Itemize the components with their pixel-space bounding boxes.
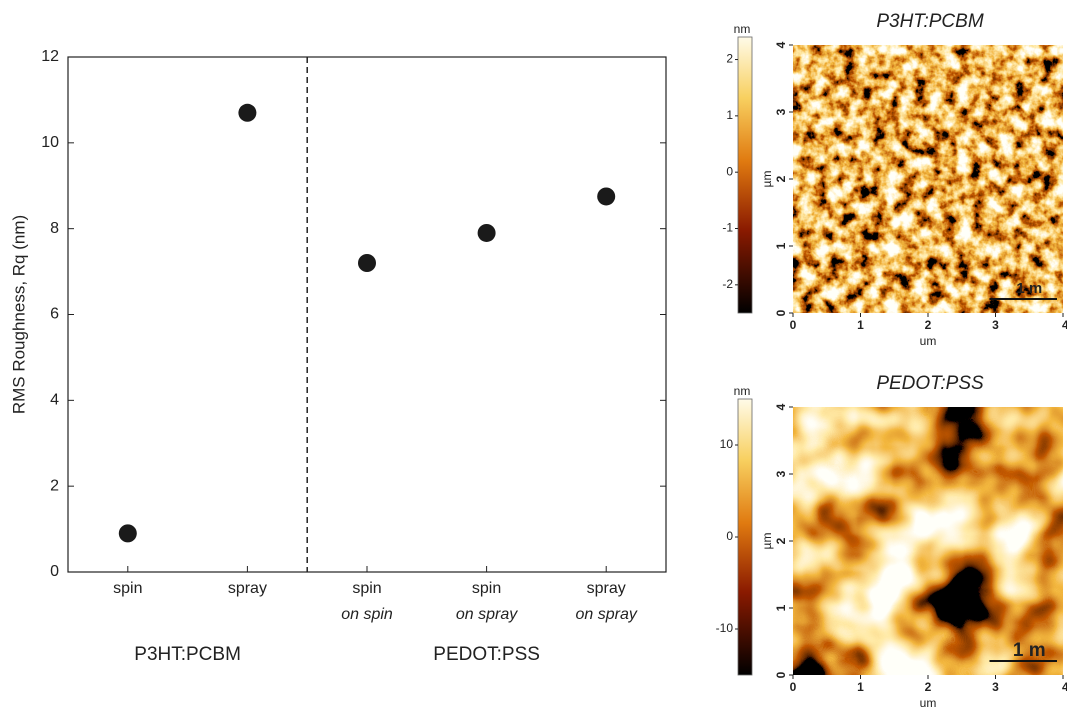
x-tick-label: spin <box>352 580 381 597</box>
colorbar-tick-label: 0 <box>726 164 733 178</box>
group-label: PEDOT:PSS <box>433 644 540 665</box>
y-tick-label: 1 <box>774 604 788 611</box>
group-label: P3HT:PCBM <box>134 644 241 665</box>
x-tick-label: 4 <box>1062 318 1067 332</box>
y-axis-label: µm <box>760 171 774 188</box>
x-tick-label: spray <box>228 580 267 597</box>
colorbar-label: nm <box>734 22 751 36</box>
scale-bar-label: 1 m <box>1013 640 1046 661</box>
y-tick-label: 2 <box>774 175 788 182</box>
x-tick-label: 0 <box>790 680 797 694</box>
y-tick-label: 3 <box>774 470 788 477</box>
x-tick-label: 1 <box>857 680 864 694</box>
data-point <box>358 254 376 272</box>
plot-frame <box>67 56 667 573</box>
x-tick-note: on spray <box>576 606 638 623</box>
y-tick-label: 10 <box>41 134 59 151</box>
x-axis-label: um <box>920 696 937 710</box>
scale-bar-label: 1 m <box>1016 280 1042 297</box>
y-tick-label: 4 <box>50 392 59 409</box>
image-title: PEDOT:PSS <box>876 373 984 394</box>
afm-image <box>793 45 1063 313</box>
y-axis-label: µm <box>760 533 774 550</box>
colorbar-tick-label: 2 <box>726 52 733 66</box>
colorbar-tick-label: -10 <box>716 621 734 635</box>
y-tick-label: 2 <box>50 477 59 494</box>
x-tick-label: spray <box>587 580 626 597</box>
y-tick-label: 2 <box>774 537 788 544</box>
x-tick-label: 3 <box>992 318 999 332</box>
image-title: P3HT:PCBM <box>876 11 984 32</box>
x-tick-note: on spray <box>456 606 518 623</box>
y-tick-label: 12 <box>41 48 59 65</box>
x-tick-label: spin <box>472 580 501 597</box>
colorbar-label: nm <box>734 384 751 398</box>
y-tick-label: 1 <box>774 242 788 249</box>
data-point <box>118 524 137 543</box>
x-tick-label: spin <box>113 580 142 597</box>
colorbar <box>737 398 753 676</box>
y-tick-label: 0 <box>50 563 59 580</box>
y-axis-label: RMS Roughness, Rq (nm) <box>9 215 28 414</box>
x-tick-label: 0 <box>790 318 797 332</box>
data-point <box>477 223 496 242</box>
afm-image <box>793 407 1063 675</box>
colorbar-tick-label: -2 <box>722 277 733 291</box>
data-point <box>597 187 616 206</box>
colorbar-tick-label: 10 <box>720 437 734 451</box>
x-axis-label: um <box>920 334 937 348</box>
colorbar-tick-label: 1 <box>726 108 733 122</box>
x-tick-label: 3 <box>992 680 999 694</box>
x-tick-note: on spin <box>341 606 393 623</box>
y-tick-label: 4 <box>774 403 788 410</box>
x-tick-label: 2 <box>925 680 932 694</box>
x-tick-label: 4 <box>1062 680 1067 694</box>
data-point <box>238 103 257 122</box>
colorbar-tick-label: 0 <box>726 529 733 543</box>
y-tick-label: 4 <box>774 41 788 48</box>
colorbar <box>737 36 753 314</box>
colorbar-tick-label: -1 <box>722 221 733 235</box>
x-tick-label: 1 <box>857 318 864 332</box>
y-tick-label: 0 <box>774 671 788 678</box>
y-tick-label: 8 <box>50 220 59 237</box>
x-tick-label: 2 <box>925 318 932 332</box>
y-tick-label: 6 <box>50 306 59 323</box>
y-tick-label: 0 <box>774 309 788 316</box>
y-tick-label: 3 <box>774 108 788 115</box>
